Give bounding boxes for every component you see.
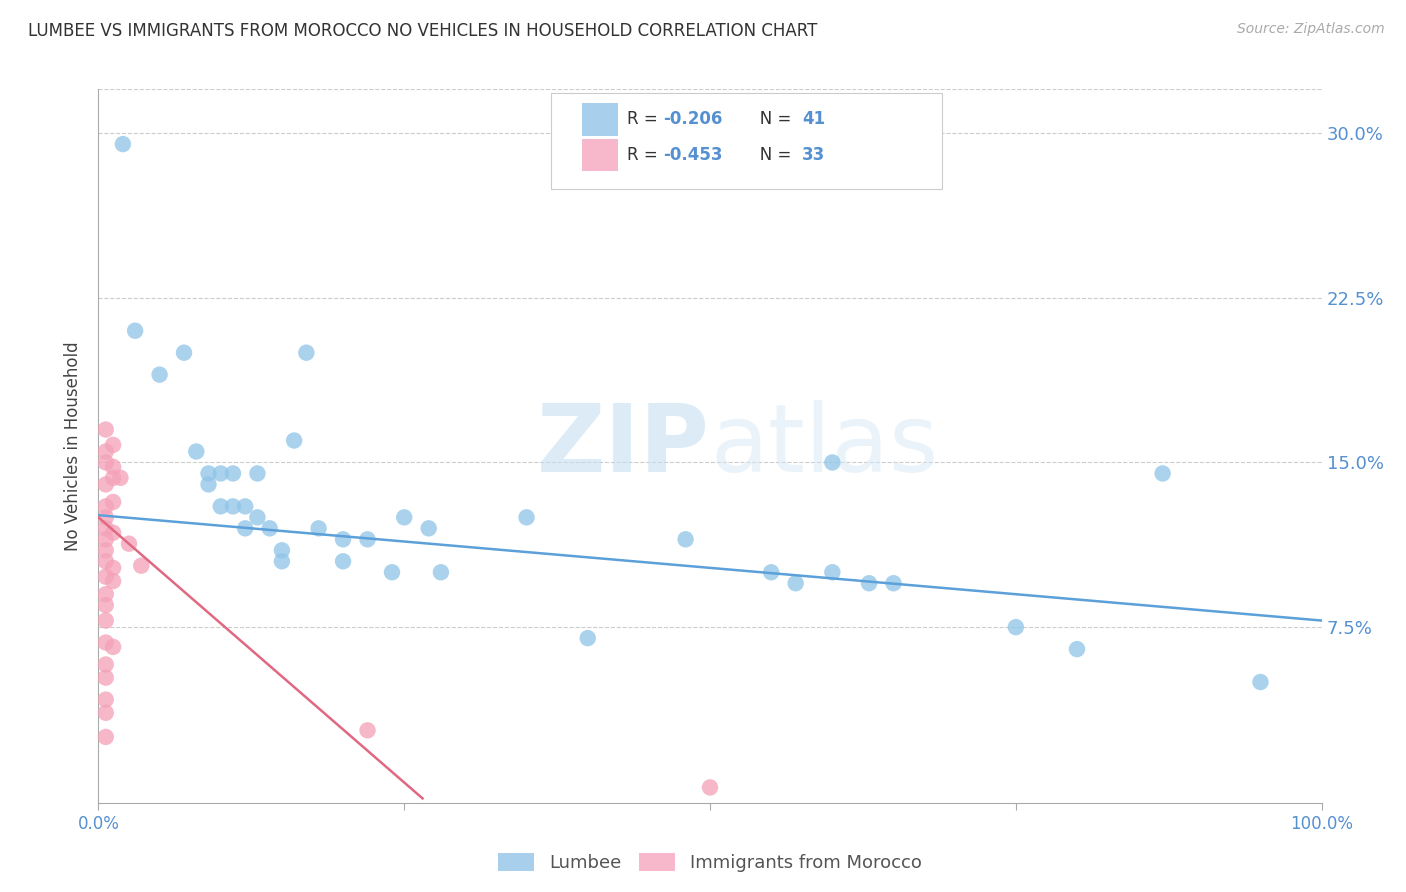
Point [392,510,416,524]
Point [246,467,269,481]
Text: -0.453: -0.453 [664,146,723,164]
Point [173,345,195,359]
Point [94,510,117,524]
Text: N =: N = [744,146,797,164]
Point [118,537,141,551]
Point [197,467,219,481]
Point [101,525,124,540]
Point [270,543,294,558]
Point [883,576,905,591]
Point [332,533,354,547]
Point [186,444,208,458]
Point [124,324,146,338]
Point [101,495,124,509]
Point [761,566,783,580]
Point [197,477,219,491]
Point [94,521,117,535]
Point [283,434,305,448]
Point [101,640,124,654]
Point [515,510,537,524]
Point [308,521,330,535]
Y-axis label: No Vehicles in Household: No Vehicles in Household [65,341,83,551]
Point [94,423,117,437]
Point [209,500,232,514]
Text: atlas: atlas [710,400,938,492]
Point [356,533,378,547]
Point [94,554,117,568]
Text: Source: ZipAtlas.com: Source: ZipAtlas.com [1237,22,1385,37]
FancyBboxPatch shape [582,139,619,171]
Text: R =: R = [627,111,662,128]
Point [149,368,172,382]
Point [576,631,599,645]
Point [1004,620,1026,634]
Point [222,500,245,514]
Point [94,533,117,547]
Point [430,566,453,580]
Point [94,614,117,628]
Point [821,566,844,580]
Text: N =: N = [744,111,797,128]
Text: LUMBEE VS IMMIGRANTS FROM MOROCCO NO VEHICLES IN HOUSEHOLD CORRELATION CHART: LUMBEE VS IMMIGRANTS FROM MOROCCO NO VEH… [28,22,817,40]
Point [94,500,117,514]
Point [209,467,232,481]
Text: 33: 33 [801,146,825,164]
Point [101,471,124,485]
FancyBboxPatch shape [582,103,619,136]
Point [94,692,117,706]
Point [94,444,117,458]
Point [356,723,378,738]
Point [101,459,124,474]
Point [94,477,117,491]
Point [94,543,117,558]
Point [94,730,117,744]
Point [858,576,880,591]
Point [1249,675,1271,690]
Text: R =: R = [627,146,662,164]
Point [332,554,354,568]
Point [821,455,844,469]
Point [381,566,404,580]
Point [246,510,269,524]
Point [94,455,117,469]
Point [110,471,132,485]
Point [101,438,124,452]
Text: 41: 41 [801,111,825,128]
Text: ZIP: ZIP [537,400,710,492]
Point [94,587,117,601]
Point [1152,467,1174,481]
Point [418,521,440,535]
Point [675,533,697,547]
Point [101,561,124,575]
Point [222,467,245,481]
Point [94,706,117,720]
Point [259,521,281,535]
Legend: Lumbee, Immigrants from Morocco: Lumbee, Immigrants from Morocco [491,846,929,880]
Point [699,780,721,795]
Point [111,137,134,152]
Text: -0.206: -0.206 [664,111,723,128]
Point [94,671,117,685]
Point [1066,642,1088,657]
Point [270,554,294,568]
Point [295,345,318,359]
Point [94,569,117,583]
Point [94,598,117,612]
Point [785,576,807,591]
Point [129,558,152,573]
Point [233,521,256,535]
Point [101,574,124,588]
Point [233,500,256,514]
Point [94,657,117,672]
Point [94,635,117,649]
FancyBboxPatch shape [551,93,942,189]
